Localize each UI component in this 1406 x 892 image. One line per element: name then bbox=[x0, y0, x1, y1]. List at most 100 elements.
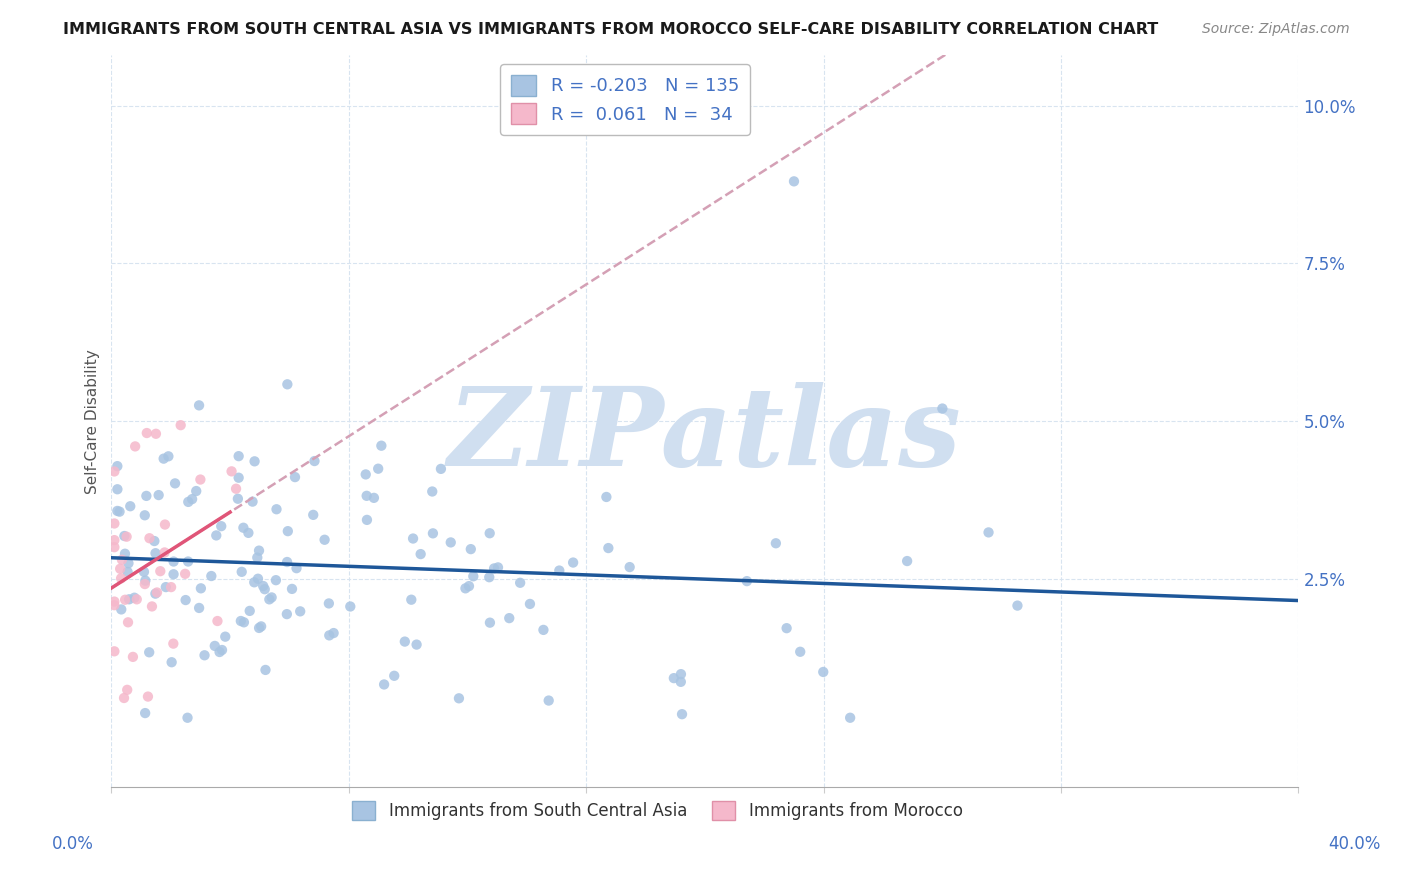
Point bbox=[304, 454, 326, 468]
Point bbox=[188, 601, 211, 615]
Point bbox=[243, 454, 266, 468]
Point bbox=[290, 604, 312, 618]
Point bbox=[209, 519, 232, 533]
Legend: Immigrants from South Central Asia, Immigrants from Morocco: Immigrants from South Central Asia, Immi… bbox=[346, 794, 970, 826]
Point bbox=[135, 489, 157, 503]
Point bbox=[537, 693, 560, 707]
Point bbox=[221, 464, 243, 478]
Point bbox=[250, 619, 273, 633]
Point bbox=[177, 495, 200, 509]
Point bbox=[136, 690, 159, 704]
Point bbox=[228, 449, 250, 463]
Point bbox=[246, 572, 269, 586]
Point bbox=[354, 467, 377, 482]
Point bbox=[155, 580, 177, 594]
Point bbox=[120, 500, 142, 514]
Point bbox=[132, 565, 155, 579]
Point bbox=[454, 582, 477, 596]
Point bbox=[160, 655, 183, 669]
Point bbox=[207, 614, 229, 628]
Point bbox=[138, 645, 160, 659]
Point bbox=[110, 571, 132, 585]
Point bbox=[103, 533, 125, 548]
Point bbox=[264, 573, 287, 587]
Point bbox=[231, 565, 253, 579]
Point bbox=[134, 577, 156, 591]
Point bbox=[813, 665, 835, 679]
Point bbox=[205, 528, 228, 542]
Point bbox=[138, 531, 160, 545]
Text: 0.0%: 0.0% bbox=[52, 835, 94, 853]
Point bbox=[145, 587, 167, 601]
Point bbox=[118, 592, 141, 607]
Point bbox=[103, 644, 125, 658]
Point bbox=[669, 667, 692, 681]
Point bbox=[232, 615, 254, 630]
Point bbox=[460, 542, 482, 557]
Point bbox=[318, 596, 340, 610]
Point bbox=[103, 540, 125, 554]
Point bbox=[103, 465, 125, 479]
Point bbox=[190, 582, 212, 596]
Point bbox=[977, 525, 1000, 540]
Point bbox=[134, 574, 156, 588]
Point bbox=[170, 418, 193, 433]
Point bbox=[253, 582, 276, 597]
Point bbox=[339, 599, 361, 614]
Point bbox=[440, 535, 463, 549]
Point bbox=[405, 638, 427, 652]
Point bbox=[112, 529, 135, 543]
Point bbox=[478, 526, 501, 541]
Point bbox=[281, 582, 304, 596]
Point bbox=[318, 628, 340, 642]
Point bbox=[276, 377, 298, 392]
Point bbox=[112, 691, 135, 706]
Point bbox=[174, 566, 197, 581]
Point bbox=[669, 674, 692, 689]
Point bbox=[246, 550, 269, 565]
Point bbox=[482, 561, 505, 575]
Point bbox=[302, 508, 325, 522]
Point bbox=[595, 490, 617, 504]
Point bbox=[259, 592, 281, 607]
Point bbox=[662, 671, 685, 685]
Point bbox=[519, 597, 541, 611]
Point bbox=[105, 504, 128, 518]
Point bbox=[498, 611, 520, 625]
Point bbox=[598, 541, 620, 555]
Point bbox=[188, 398, 211, 412]
Y-axis label: Self-Care Disability: Self-Care Disability bbox=[86, 349, 100, 493]
Point bbox=[146, 585, 169, 599]
Point bbox=[149, 564, 172, 578]
Point bbox=[277, 524, 299, 538]
Point bbox=[174, 593, 197, 607]
Point bbox=[190, 473, 212, 487]
Point bbox=[478, 615, 501, 630]
Point bbox=[254, 663, 277, 677]
Point bbox=[533, 623, 555, 637]
Point bbox=[402, 532, 425, 546]
Point bbox=[103, 598, 125, 612]
Point bbox=[111, 553, 134, 567]
Point bbox=[124, 591, 146, 605]
Point bbox=[108, 562, 131, 576]
Point bbox=[117, 556, 139, 570]
Point bbox=[789, 645, 811, 659]
Point bbox=[162, 555, 184, 569]
Point bbox=[242, 494, 264, 508]
Text: 40.0%: 40.0% bbox=[1327, 835, 1381, 853]
Point bbox=[145, 546, 167, 560]
Point bbox=[247, 621, 270, 635]
Text: IMMIGRANTS FROM SOUTH CENTRAL ASIA VS IMMIGRANTS FROM MOROCCO SELF-CARE DISABILI: IMMIGRANTS FROM SOUTH CENTRAL ASIA VS IM… bbox=[63, 22, 1159, 37]
Point bbox=[225, 482, 247, 496]
Point bbox=[115, 530, 138, 544]
Point bbox=[160, 580, 183, 594]
Point bbox=[228, 471, 250, 485]
Point bbox=[409, 547, 432, 561]
Point bbox=[193, 648, 215, 663]
Point bbox=[157, 450, 180, 464]
Point bbox=[229, 614, 252, 628]
Point bbox=[105, 459, 128, 474]
Point bbox=[373, 677, 395, 691]
Point bbox=[135, 425, 157, 440]
